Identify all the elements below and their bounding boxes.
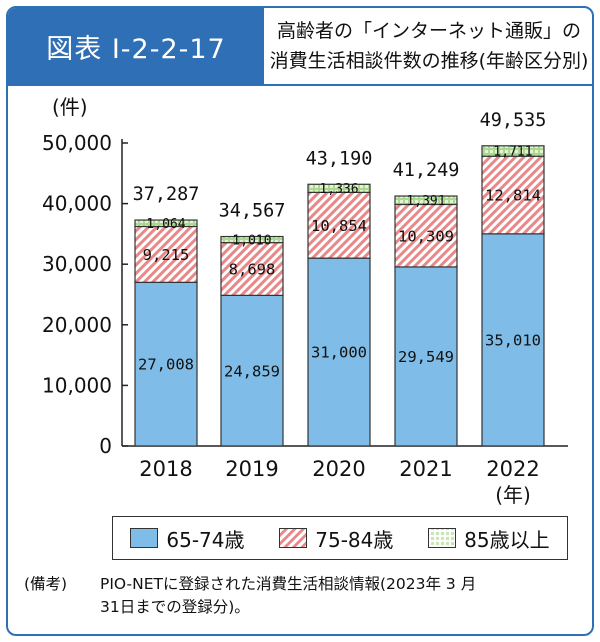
figure-note: (備考) PIO-NETに登録された消費生活相談情報(2023年 3 月 31日… — [24, 573, 574, 619]
figure-title: 高齢者の「インターネット通販」の 消費生活相談件数の推移(年齢区分別) — [264, 8, 592, 84]
x-tick-label: 2021 — [399, 457, 452, 481]
total-label: 34,567 — [219, 201, 286, 222]
bar-segment-1 — [134, 281, 198, 447]
data-label: 1,336 — [319, 182, 358, 197]
legend-label-85-plus: 85歳以上 — [464, 527, 550, 552]
data-label: 35,010 — [485, 331, 541, 349]
figure-label: 図表 I-2-2-17 — [8, 8, 264, 84]
figure-title-line2: 消費生活相談件数の推移(年齢区分別) — [269, 50, 589, 72]
bar-segment-2 — [394, 203, 458, 268]
data-label: 29,549 — [398, 348, 454, 366]
data-label: 31,000 — [311, 344, 367, 362]
data-label: 1,010 — [232, 233, 271, 248]
y-tick-label: 30,000 — [42, 252, 112, 276]
data-label: 8,698 — [229, 261, 276, 279]
bar-segment-3 — [481, 145, 545, 157]
x-tick-label: 2019 — [225, 457, 278, 481]
chart-legend: 65-74歳 75-84歳 85歳以上 — [112, 516, 568, 560]
legend-label-75-84: 75-84歳 — [315, 527, 394, 552]
total-label: 41,249 — [393, 160, 460, 181]
data-label: 24,859 — [224, 362, 280, 380]
chart-bars — [134, 145, 545, 447]
note-line2: 31日までの登録分)。 — [100, 598, 250, 616]
y-tick-label: 10,000 — [42, 373, 112, 397]
data-label: 12,814 — [485, 187, 541, 205]
y-tick-label: 40,000 — [42, 192, 112, 216]
note-key: (備考) — [24, 575, 68, 593]
data-label: 9,215 — [143, 246, 190, 264]
bar-segment-3 — [394, 195, 458, 206]
data-label: 1,064 — [146, 217, 185, 232]
legend-item-75-84: 75-84歳 — [279, 524, 393, 553]
data-label: 1,391 — [406, 194, 445, 209]
data-label: 1,711 — [493, 145, 532, 160]
note-line1: PIO-NETに登録された消費生活相談情報(2023年 3 月 — [100, 575, 477, 593]
x-tick-label: 2018 — [139, 457, 192, 481]
x-axis-label: (年) — [495, 483, 531, 507]
y-tick-label: 20,000 — [42, 313, 112, 337]
bar-segment-2 — [481, 155, 545, 235]
total-label: 43,190 — [306, 148, 373, 169]
bar-segment-2 — [307, 191, 371, 259]
y-tick-label: 0 — [99, 434, 112, 458]
legend-swatch-65-74 — [130, 528, 159, 548]
bar-segment-1 — [220, 294, 284, 447]
bar-segment-3 — [220, 235, 284, 244]
x-tick-label: 2022 — [486, 457, 539, 481]
legend-swatch-75-84 — [279, 528, 308, 548]
bar-segment-2 — [134, 225, 198, 283]
bar-segment-1 — [481, 233, 545, 447]
chart-axes: 0 10,000 20,000 30,000 40,000 50,000 (件) 2018 20… — [42, 95, 568, 507]
bar-segment-1 — [394, 266, 458, 447]
y-axis-label: (件) — [52, 95, 88, 119]
figure-header: 図表 I-2-2-17 高齢者の「インターネット通販」の 消費生活相談件数の推移… — [8, 8, 592, 86]
legend-item-65-74: 65-74歳 — [130, 524, 245, 553]
y-tick-label: 50,000 — [42, 131, 112, 155]
legend-item-85-plus: 85歳以上 — [428, 524, 550, 553]
bar-segment-2 — [220, 242, 284, 296]
total-label: 37,287 — [133, 184, 200, 205]
data-label: 10,309 — [398, 227, 454, 245]
chart-labels: 27,008 9,215 1,064 37,287 24,859 8,698 1,010 34… — [133, 110, 547, 380]
figure-title-line1: 高齢者の「インターネット通販」の — [276, 20, 581, 42]
bar-segment-3 — [134, 219, 198, 228]
legend-label-65-74: 65-74歳 — [166, 527, 245, 552]
total-label: 49,535 — [480, 110, 547, 131]
legend-swatch-85-plus — [428, 528, 457, 548]
x-tick-label: 2020 — [312, 457, 365, 481]
bar-segment-3 — [307, 183, 371, 193]
data-label: 27,008 — [138, 356, 194, 374]
data-label: 10,854 — [311, 217, 367, 235]
